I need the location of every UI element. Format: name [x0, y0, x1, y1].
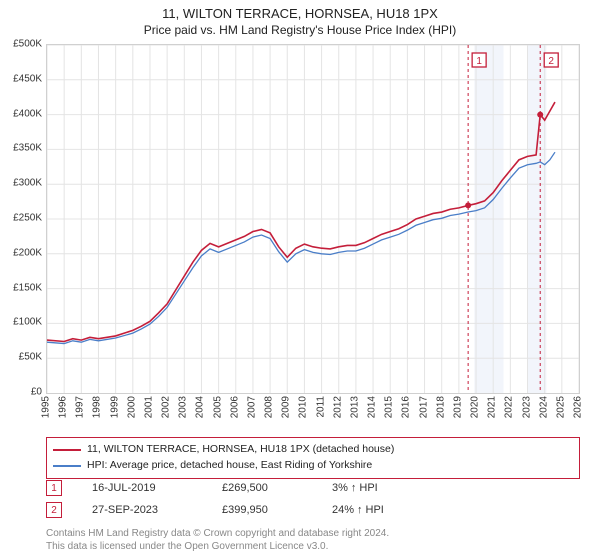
data-price: £269,500: [222, 482, 332, 494]
ytick-label: £250K: [13, 213, 42, 224]
xtick-label: 2015: [384, 396, 395, 418]
xtick-label: 2026: [573, 396, 584, 418]
price-chart: 12: [46, 44, 580, 394]
data-date: 27-SEP-2023: [92, 504, 222, 516]
svg-text:2: 2: [548, 56, 554, 67]
arrow-up-icon: ↑: [351, 482, 357, 494]
svg-text:1: 1: [476, 56, 482, 67]
xtick-label: 2016: [401, 396, 412, 418]
xtick-label: 2014: [367, 396, 378, 418]
xtick-label: 2012: [332, 396, 343, 418]
legend-label: 11, WILTON TERRACE, HORNSEA, HU18 1PX (d…: [87, 442, 394, 458]
ytick-label: £150K: [13, 282, 42, 293]
xtick-label: 2019: [452, 396, 463, 418]
xtick-label: 1999: [109, 396, 120, 418]
ytick-label: £300K: [13, 178, 42, 189]
xtick-label: 1998: [92, 396, 103, 418]
xtick-label: 2020: [470, 396, 481, 418]
xtick-label: 2013: [349, 396, 360, 418]
ytick-label: £500K: [13, 39, 42, 50]
page-title: 11, WILTON TERRACE, HORNSEA, HU18 1PX: [0, 0, 600, 23]
data-price: £399,950: [222, 504, 332, 516]
legend-swatch: [53, 465, 81, 467]
xtick-label: 2008: [264, 396, 275, 418]
xtick-label: 2003: [178, 396, 189, 418]
xtick-label: 2017: [418, 396, 429, 418]
ytick-label: £400K: [13, 108, 42, 119]
xtick-label: 1996: [58, 396, 69, 418]
xtick-label: 2021: [487, 396, 498, 418]
legend-item-hpi: HPI: Average price, detached house, East…: [53, 458, 573, 474]
xtick-label: 2011: [315, 396, 326, 418]
xtick-label: 2007: [246, 396, 257, 418]
xtick-label: 2022: [504, 396, 515, 418]
xtick-label: 1997: [75, 396, 86, 418]
xtick-label: 2024: [538, 396, 549, 418]
xtick-label: 2005: [212, 396, 223, 418]
marker-badge: 2: [46, 502, 62, 518]
xtick-label: 2006: [229, 396, 240, 418]
xtick-label: 2023: [521, 396, 532, 418]
data-date: 16-JUL-2019: [92, 482, 222, 494]
legend-swatch: [53, 449, 81, 451]
ytick-label: £50K: [19, 352, 42, 363]
marker-badge: 1: [46, 480, 62, 496]
xtick-label: 2010: [298, 396, 309, 418]
legend-label: HPI: Average price, detached house, East…: [87, 458, 372, 474]
page-subtitle: Price paid vs. HM Land Registry's House …: [0, 23, 600, 41]
xtick-label: 2002: [161, 396, 172, 418]
data-point-table: 1 16-JUL-2019 £269,500 3% ↑ HPI 2 27-SEP…: [46, 480, 580, 524]
xtick-label: 2000: [126, 396, 137, 418]
footer-attribution: Contains HM Land Registry data © Crown c…: [46, 527, 580, 553]
arrow-up-icon: ↑: [357, 504, 363, 516]
data-row: 1 16-JUL-2019 £269,500 3% ↑ HPI: [46, 480, 580, 496]
xtick-label: 2025: [555, 396, 566, 418]
xtick-label: 2001: [143, 396, 154, 418]
xtick-label: 2018: [435, 396, 446, 418]
legend-item-property: 11, WILTON TERRACE, HORNSEA, HU18 1PX (d…: [53, 442, 573, 458]
data-pct: 3% ↑ HPI: [332, 482, 392, 494]
data-pct: 24% ↑ HPI: [332, 504, 392, 516]
ytick-label: £350K: [13, 143, 42, 154]
xtick-label: 2009: [281, 396, 292, 418]
xtick-label: 1995: [41, 396, 52, 418]
ytick-label: £450K: [13, 73, 42, 84]
data-row: 2 27-SEP-2023 £399,950 24% ↑ HPI: [46, 502, 580, 518]
legend: 11, WILTON TERRACE, HORNSEA, HU18 1PX (d…: [46, 437, 580, 479]
ytick-label: £200K: [13, 247, 42, 258]
chart-svg: 12: [47, 45, 579, 393]
xtick-label: 2004: [195, 396, 206, 418]
ytick-label: £100K: [13, 317, 42, 328]
